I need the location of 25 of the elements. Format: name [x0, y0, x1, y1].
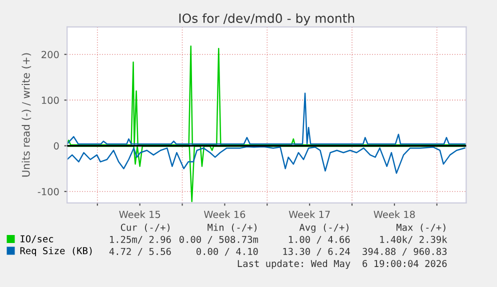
text: Avg (-/+) [299, 224, 348, 233]
x-tick-label: Week 18 [374, 210, 415, 218]
text: 4.72 / 5.56 [109, 248, 171, 256]
text: 1.40k/ 2.39k [380, 236, 448, 244]
y-tick-label: 200 [42, 50, 59, 58]
text: 13.30 / 6.24 [283, 248, 350, 256]
y-tick-label: -100 [38, 188, 59, 196]
text: 394.88 / 960.83 [362, 248, 447, 256]
text: Last update: Wed May 6 19:00:04 2026 [238, 260, 447, 269]
text: Cur (-/+) [120, 224, 170, 232]
chart-title: IOs for /dev/md0 - by month [179, 13, 354, 26]
text: 0.00 / 508.73m [179, 236, 258, 244]
x-tick-label: Week 16 [204, 210, 246, 218]
x-tick-label: Week 17 [288, 210, 330, 218]
text: Max (-/+) [396, 224, 446, 232]
x-tick-label: Week 15 [119, 210, 160, 218]
text: Min (-/+) [208, 224, 256, 232]
y-axis-title: Units read (-) / write (+) [22, 53, 32, 177]
y-tick-label: 0 [54, 142, 59, 150]
text: 1.25m/ 2.96 [110, 236, 171, 244]
text: 1.00 / 4.66 [288, 236, 350, 244]
legend-label: Req Size (KB) [20, 246, 92, 256]
text: 0.00 / 4.10 [196, 248, 258, 256]
legend-label: IO/sec [20, 235, 54, 244]
y-tick-label: 100 [42, 96, 59, 104]
